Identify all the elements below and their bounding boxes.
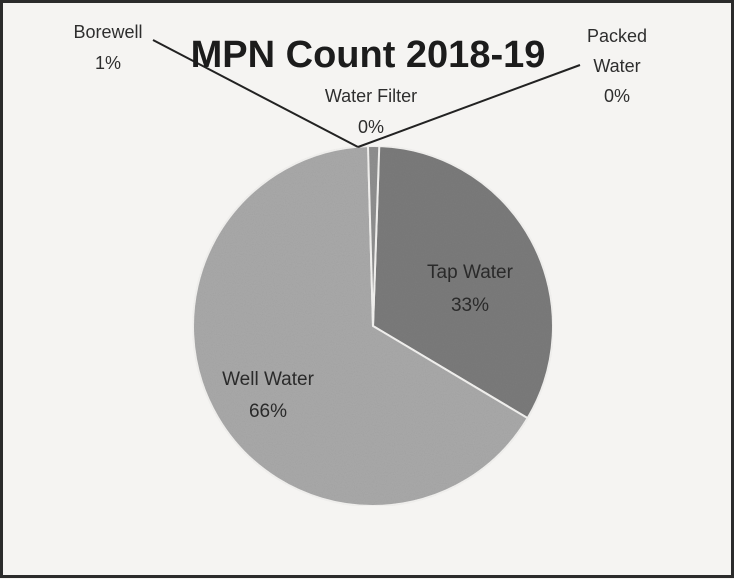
data-label-tap-water-pct: 33% (451, 295, 489, 316)
data-label-packed-name-2: Water (593, 56, 640, 76)
pie-slice-borewell (366, 145, 381, 327)
leader-line-packed-water (357, 64, 581, 148)
data-label-well-water-name: Well Water (222, 369, 315, 390)
data-label-well-water-pct: 66% (249, 401, 287, 422)
data-label-borewell-pct: 1% (95, 53, 121, 73)
data-label-packed-pct: 0% (604, 86, 630, 106)
chart-title: MPN Count 2018-19 (191, 34, 546, 76)
pie-slice-well-water (192, 145, 529, 507)
data-label-borewell-name: Borewell (73, 22, 142, 42)
pie-slices (192, 145, 554, 507)
data-label-water-filter-pct: 0% (358, 117, 384, 137)
pie-slice-tap-water (371, 145, 554, 420)
data-label-tap-water-name: Tap Water (427, 262, 514, 283)
data-label-packed-name-1: Packed (587, 26, 647, 46)
leader-line-borewell (152, 39, 359, 148)
data-label-water-filter-name: Water Filter (325, 86, 417, 106)
